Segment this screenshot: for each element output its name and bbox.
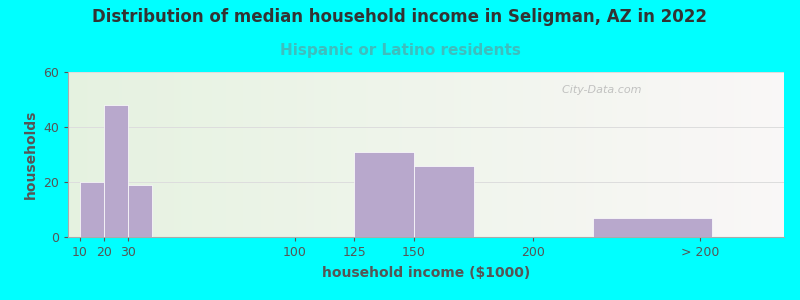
- Y-axis label: households: households: [23, 110, 38, 199]
- Bar: [104, 105, 128, 237]
- X-axis label: household income ($1000): household income ($1000): [322, 266, 530, 280]
- Text: Distribution of median household income in Seligman, AZ in 2022: Distribution of median household income …: [93, 8, 707, 26]
- Bar: [128, 185, 151, 237]
- Text: City-Data.com: City-Data.com: [555, 85, 642, 95]
- Bar: [80, 182, 104, 237]
- Text: Hispanic or Latino residents: Hispanic or Latino residents: [279, 44, 521, 59]
- Bar: [593, 218, 712, 237]
- Bar: [414, 166, 474, 237]
- Bar: [354, 152, 414, 237]
